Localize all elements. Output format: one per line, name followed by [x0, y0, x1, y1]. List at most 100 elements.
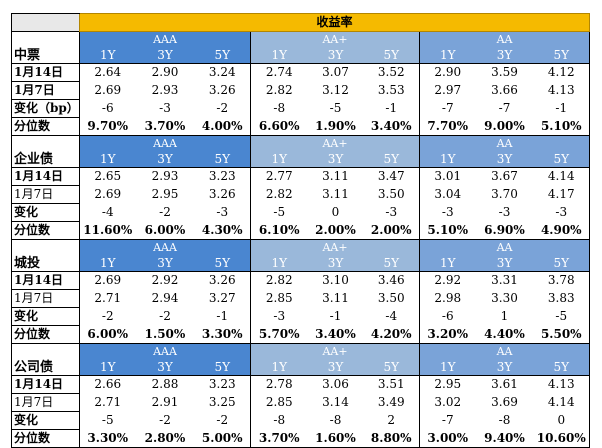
table-cell: 3.14: [322, 395, 349, 409]
table-cell: 3.69: [491, 395, 518, 409]
table-cell: 2.94: [151, 291, 179, 305]
table-cell: 3.30%: [194, 325, 251, 344]
table-cell: -8: [498, 413, 511, 427]
table-cell: -2: [159, 205, 171, 219]
table-cell: 2.69: [79, 271, 136, 290]
table-cell: 3.11: [322, 187, 349, 201]
table-cell: 2.88: [135, 375, 195, 394]
rating-group-header: AA+: [250, 239, 420, 255]
table-row: 1月7日 2.69 2.93 3.26 2.82 3.12 3.53 2.97 3.66 4.13: [11, 81, 591, 100]
table-row: 1月7日 2.71 2.91 3.25 2.85 3.14 3.49 3.02 3.69 4.14: [11, 393, 591, 412]
table-cell: 1.90%: [307, 117, 364, 136]
table-cell: 2.74: [250, 63, 308, 82]
table-cell: -3: [498, 205, 511, 219]
row-label: 分位数: [11, 221, 80, 240]
table-row: 分位数 9.70% 3.70% 4.00% 6.60% 1.90% 3.40% 7.70% 9.…: [11, 117, 591, 136]
table-cell: 2.91: [151, 395, 179, 409]
row-label: 分位数: [11, 325, 80, 344]
tenor-header: 1Y: [419, 151, 476, 168]
table-row: 分位数 11.60% 6.00% 4.30% 6.10% 2.00% 2.00% 5.10% 6…: [11, 221, 591, 240]
table-cell: 2.90: [135, 63, 195, 82]
table-row: 变化 -4 -2 -3 -5 0 -3 -3 -3 -3: [11, 203, 591, 222]
table-cell: -5: [273, 205, 286, 219]
table-cell: 5.10%: [533, 117, 591, 136]
table-cell: 3.70: [491, 187, 518, 201]
table-cell: 2.85: [265, 395, 293, 409]
table-cell: -6: [101, 101, 114, 115]
table-cell: 11.60%: [79, 221, 136, 240]
table-cell: -5: [101, 413, 114, 427]
table-cell: -2: [101, 309, 114, 323]
title-corner: [11, 13, 80, 32]
row-label: 1月14日: [11, 167, 80, 186]
table-cell: -2: [159, 413, 171, 427]
table-cell: -3: [194, 203, 251, 222]
rating-group-header: AA: [419, 343, 591, 359]
table-cell: 4.30%: [194, 221, 251, 240]
table-cell: 0: [331, 205, 340, 219]
table-cell: 6.90%: [475, 221, 534, 240]
table-cell: 9.70%: [79, 117, 136, 136]
table-cell: -5: [329, 101, 342, 115]
table-cell: 2.71: [94, 291, 122, 305]
table-cell: 3.23: [194, 375, 251, 394]
tenor-header: 3Y: [135, 47, 195, 64]
row-label: 变化（bp）: [11, 99, 80, 118]
rating-group-header: AAA: [79, 343, 251, 359]
table-cell: 3.20%: [419, 325, 476, 344]
section-label: 公司债: [11, 343, 80, 376]
table-cell: 9.40%: [475, 429, 534, 448]
table-row: 变化 -5 -2 -2 -8 -8 2 -7 -8 0: [11, 411, 591, 430]
table-cell: 5.00%: [194, 429, 251, 448]
table-cell: 3.67: [475, 167, 534, 186]
tenor-header: 1Y: [419, 255, 476, 272]
title-row: 收益率: [11, 13, 591, 32]
table-cell: -4: [363, 307, 420, 326]
tenor-header: 5Y: [194, 47, 251, 64]
table-cell: 1.50%: [135, 325, 195, 344]
row-label: 1月7日: [11, 81, 80, 100]
table-cell: 6.00%: [79, 325, 136, 344]
tenor-header: 5Y: [533, 47, 591, 64]
row-label: 1月7日: [11, 393, 80, 412]
tenor-header: 3Y: [135, 359, 195, 376]
table-cell: 3.02: [434, 395, 462, 409]
tenor-header: 3Y: [135, 151, 195, 168]
section-group-row: 中票 AAA AA+ AA: [11, 31, 591, 64]
table-cell: 2.65: [79, 167, 136, 186]
section-group-row: 企业债 AAA AA+ AA: [11, 135, 591, 168]
tenor-header: 5Y: [363, 151, 420, 168]
table-cell: 2.97: [434, 83, 462, 97]
tenor-header: 1Y: [250, 255, 308, 272]
section-label: 中票: [11, 31, 80, 64]
tenor-header: 3Y: [475, 255, 534, 272]
rating-group-header: AAA: [79, 31, 251, 47]
table-cell: 5.10%: [419, 221, 476, 240]
table-cell: -8: [273, 101, 286, 115]
table-cell: 2.77: [250, 167, 308, 186]
row-label: 变化: [11, 203, 80, 222]
table-cell: 1.60%: [307, 429, 364, 448]
table-cell: 3.51: [363, 375, 420, 394]
tenor-header: 3Y: [307, 359, 364, 376]
table-cell: 3.26: [194, 81, 251, 100]
table-cell: 2.00%: [307, 221, 364, 240]
table-cell: 3.49: [363, 393, 420, 412]
tenor-header: 5Y: [194, 359, 251, 376]
table-cell: 3.26: [194, 185, 251, 204]
table-row: 分位数 3.30% 2.80% 5.00% 3.70% 1.60% 8.80% 3.00% 9.…: [11, 429, 591, 448]
tenor-header: 1Y: [419, 359, 476, 376]
section-tenor-row: 1Y 3Y 5Y 1Y 3Y 5Y 1Y 3Y 5Y: [12, 47, 591, 64]
table-cell: -1: [194, 307, 251, 326]
table-row: 1月7日 2.69 2.95 3.26 2.82 3.11 3.50 3.04 3.70 4.17: [11, 185, 591, 204]
table-cell: -8: [273, 413, 286, 427]
table-cell: 4.13: [533, 375, 591, 394]
table-cell: 10.60%: [533, 429, 591, 448]
table-cell: -3: [533, 203, 591, 222]
table-cell: 9.00%: [475, 117, 534, 136]
rating-group-header: AA: [419, 239, 591, 255]
table-row: 1月14日 2.64 2.90 3.24 2.74 3.07 3.52 2.90 3.59 4.1…: [11, 63, 591, 82]
table-cell: 3.50: [363, 185, 420, 204]
tenor-header: 3Y: [307, 47, 364, 64]
table-cell: 3.12: [322, 83, 349, 97]
